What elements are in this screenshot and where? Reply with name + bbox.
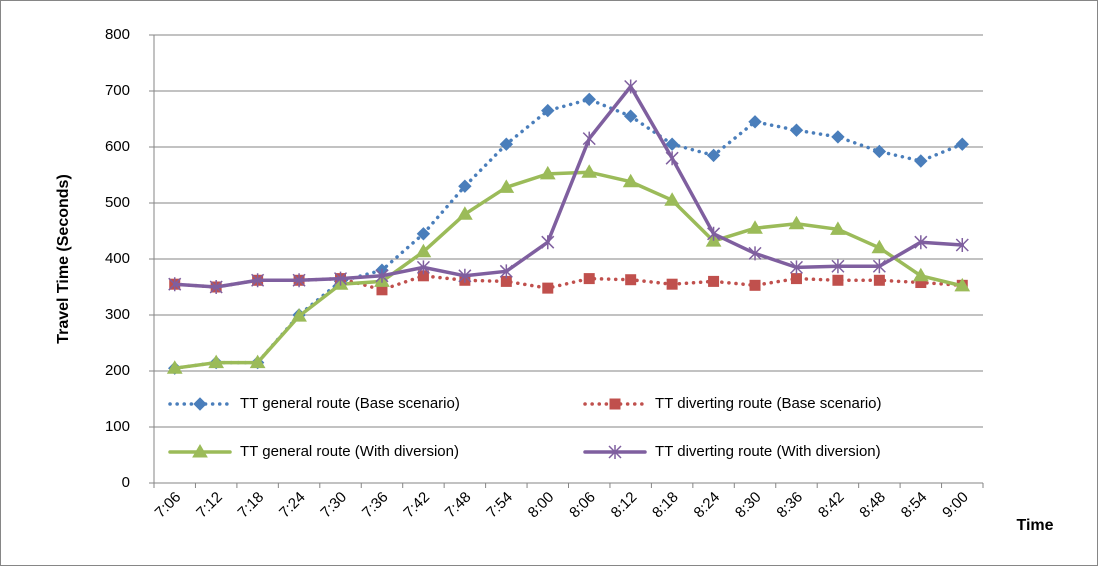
point	[624, 79, 638, 94]
point	[541, 103, 555, 118]
point	[914, 235, 928, 250]
point	[192, 444, 208, 458]
point	[666, 278, 678, 290]
point	[499, 137, 514, 151]
y-tick-label: 800	[105, 26, 130, 43]
point	[748, 246, 762, 261]
y-tick-label: 600	[105, 138, 130, 155]
point	[747, 220, 763, 234]
point	[955, 137, 969, 151]
y-tick-label: 0	[122, 474, 130, 491]
point	[292, 273, 306, 288]
y-tick-label: 100	[105, 418, 130, 435]
point	[541, 235, 555, 250]
point	[623, 109, 638, 123]
point	[375, 268, 389, 283]
point	[539, 165, 556, 180]
point	[789, 123, 804, 137]
point	[706, 148, 721, 163]
point	[789, 260, 804, 275]
point	[608, 445, 622, 459]
point	[625, 274, 637, 286]
point	[748, 115, 762, 129]
point	[665, 137, 679, 151]
series-line	[172, 170, 965, 370]
point	[291, 308, 307, 322]
point	[872, 259, 886, 274]
legend-label: TT general route (Base scenario)	[240, 395, 460, 412]
point	[873, 274, 885, 286]
point	[708, 275, 720, 287]
point	[954, 277, 971, 292]
point	[609, 398, 621, 410]
point	[622, 173, 639, 188]
point	[871, 239, 888, 254]
point	[832, 274, 844, 286]
legend-label: TT diverting route (With diversion)	[655, 443, 881, 460]
point	[458, 179, 472, 193]
point	[581, 164, 598, 178]
legend-label: TT diverting route (Base scenario)	[655, 395, 882, 412]
legend-label: TT general route (With diversion)	[240, 443, 459, 460]
point	[749, 279, 761, 291]
point	[415, 243, 432, 258]
point	[251, 273, 265, 288]
series-line	[172, 84, 965, 289]
y-tick-label: 200	[105, 362, 130, 379]
point	[788, 215, 805, 230]
point	[831, 130, 845, 144]
point	[193, 397, 207, 411]
legend-bg	[164, 390, 564, 418]
point	[542, 282, 554, 294]
point	[499, 264, 513, 279]
y-tick-label: 400	[105, 250, 130, 267]
x-axis-title: Time	[1016, 517, 1053, 534]
point	[416, 260, 430, 275]
point	[831, 259, 845, 274]
point	[416, 227, 431, 241]
point	[830, 221, 846, 235]
point	[665, 151, 679, 166]
point	[664, 192, 680, 206]
point	[333, 271, 348, 286]
point	[208, 354, 225, 369]
point	[582, 92, 596, 107]
y-tick-label: 700	[105, 82, 130, 99]
point	[955, 238, 969, 252]
point	[209, 280, 223, 294]
legend-bg	[579, 390, 979, 418]
point	[457, 206, 473, 220]
point	[249, 354, 266, 369]
point	[166, 360, 183, 374]
point	[168, 277, 182, 292]
point	[790, 273, 802, 285]
y-tick-label: 300	[105, 306, 130, 323]
point	[912, 267, 929, 282]
point	[582, 131, 596, 146]
point	[914, 154, 928, 168]
point	[872, 144, 887, 159]
point	[583, 273, 595, 285]
point	[458, 268, 472, 283]
point	[498, 179, 515, 193]
y-axis-title: Travel Time (Seconds)	[55, 174, 72, 344]
y-tick-label: 500	[105, 194, 130, 211]
point	[707, 226, 721, 241]
